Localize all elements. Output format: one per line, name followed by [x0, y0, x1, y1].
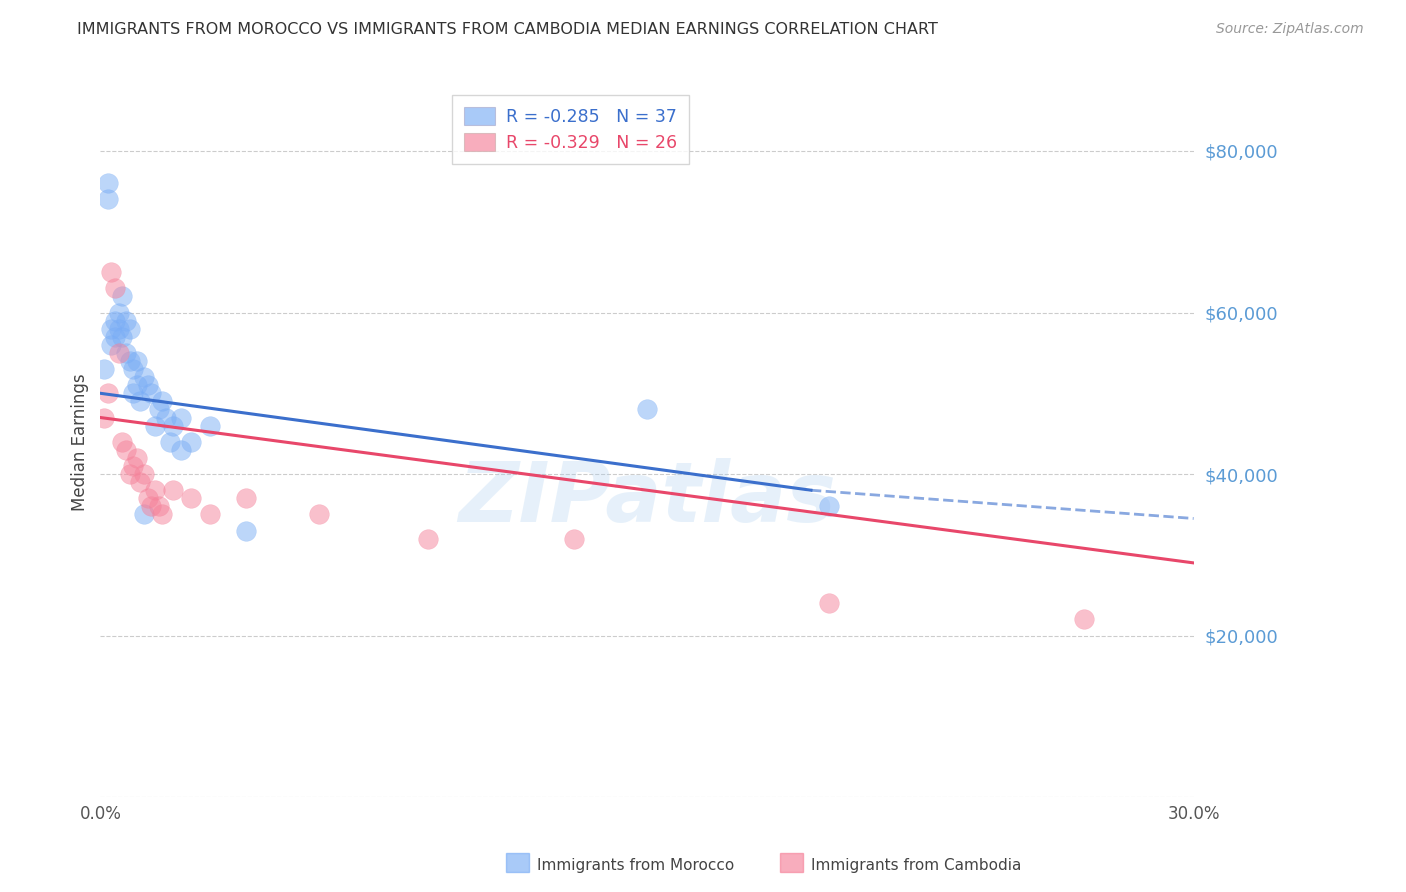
Legend: R = -0.285   N = 37, R = -0.329   N = 26: R = -0.285 N = 37, R = -0.329 N = 26: [451, 95, 689, 164]
Point: [155, 410, 177, 425]
Point: [180, 434, 202, 449]
Point: [143, 418, 166, 433]
Text: Immigrants from Cambodia: Immigrants from Cambodia: [811, 858, 1022, 872]
Point: [143, 483, 166, 498]
Point: [148, 500, 170, 514]
Point: [132, 508, 155, 522]
Point: [136, 378, 159, 392]
Point: [818, 500, 841, 514]
Point: [122, 458, 145, 473]
Point: [150, 394, 173, 409]
Y-axis label: Median Earnings: Median Earnings: [72, 373, 89, 510]
Point: [132, 467, 155, 481]
Point: [141, 500, 163, 514]
Point: [107, 305, 129, 319]
Text: Source: ZipAtlas.com: Source: ZipAtlas.com: [1216, 22, 1364, 37]
Point: [129, 394, 152, 409]
Point: [562, 532, 585, 546]
Point: [118, 354, 141, 368]
Point: [235, 491, 257, 506]
Point: [100, 321, 122, 335]
Point: [235, 524, 257, 538]
Point: [125, 450, 148, 465]
Point: [418, 532, 440, 546]
Point: [107, 321, 129, 335]
Text: Immigrants from Morocco: Immigrants from Morocco: [537, 858, 734, 872]
Point: [162, 483, 184, 498]
Point: [122, 386, 145, 401]
Point: [104, 330, 127, 344]
Point: [198, 508, 221, 522]
Point: [100, 338, 122, 352]
Point: [150, 508, 173, 522]
Point: [132, 370, 155, 384]
Point: [118, 321, 141, 335]
Point: [100, 265, 122, 279]
Text: IMMIGRANTS FROM MOROCCO VS IMMIGRANTS FROM CAMBODIA MEDIAN EARNINGS CORRELATION : IMMIGRANTS FROM MOROCCO VS IMMIGRANTS FR…: [77, 22, 938, 37]
Point: [129, 475, 152, 490]
Point: [115, 346, 138, 360]
Point: [136, 491, 159, 506]
Point: [818, 596, 841, 610]
Point: [118, 467, 141, 481]
Point: [115, 313, 138, 327]
Point: [308, 508, 330, 522]
Point: [115, 442, 138, 457]
Point: [636, 402, 658, 417]
Point: [104, 313, 127, 327]
Point: [1073, 612, 1095, 626]
Point: [169, 410, 191, 425]
Point: [97, 176, 120, 190]
Point: [198, 418, 221, 433]
Point: [125, 378, 148, 392]
Point: [104, 281, 127, 295]
Point: [122, 362, 145, 376]
Point: [162, 418, 184, 433]
Point: [111, 289, 134, 303]
Point: [93, 410, 115, 425]
Point: [111, 434, 134, 449]
Point: [159, 434, 181, 449]
Point: [169, 442, 191, 457]
Point: [141, 386, 163, 401]
Point: [125, 354, 148, 368]
Point: [107, 346, 129, 360]
Point: [180, 491, 202, 506]
Text: ZIPatlas: ZIPatlas: [458, 458, 837, 539]
Point: [148, 402, 170, 417]
Point: [93, 362, 115, 376]
Point: [97, 193, 120, 207]
Point: [111, 330, 134, 344]
Point: [97, 386, 120, 401]
